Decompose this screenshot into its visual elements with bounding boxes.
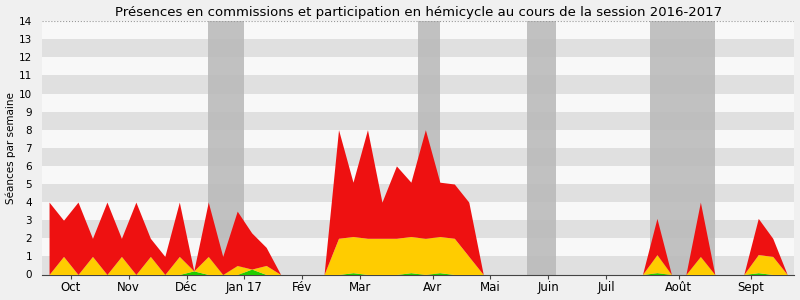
Bar — [42, 75, 794, 94]
Bar — [42, 94, 794, 112]
Bar — [42, 21, 794, 39]
Bar — [650, 21, 715, 274]
Bar — [42, 184, 794, 202]
Bar — [42, 202, 794, 220]
Title: Présences en commissions et participation en hémicycle au cours de la session 20: Présences en commissions et participatio… — [114, 6, 722, 19]
Y-axis label: Séances par semaine: Séances par semaine — [6, 92, 16, 204]
Bar — [42, 130, 794, 148]
Bar — [42, 238, 794, 256]
Bar — [208, 21, 245, 274]
Bar — [42, 112, 794, 130]
Bar — [42, 256, 794, 274]
Bar — [526, 21, 556, 274]
Bar — [42, 220, 794, 238]
Bar — [42, 166, 794, 184]
Bar — [42, 57, 794, 75]
Bar — [418, 21, 440, 274]
Bar — [42, 148, 794, 166]
Bar — [42, 39, 794, 57]
